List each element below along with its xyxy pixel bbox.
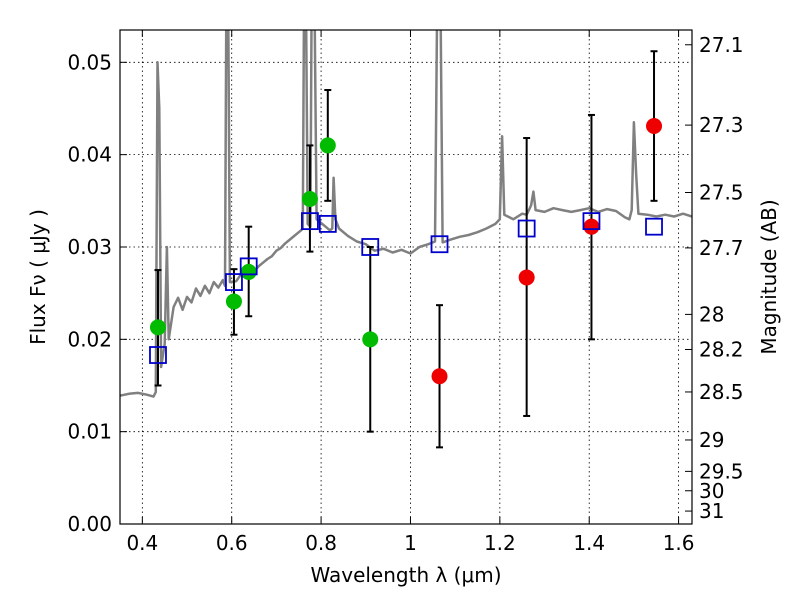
x-tick-label: 1.6 — [663, 531, 695, 555]
y2-tick-label: 27.1 — [699, 33, 744, 57]
axes: 0.4 0.6 0.8 1 1.2 1.4 1.6 0.00 0.01 0.02 0.03 0.04 0… — [67, 30, 744, 555]
plot-area — [120, 30, 692, 449]
model-square — [225, 273, 243, 291]
spectrum-line — [120, 30, 692, 398]
model-square — [301, 212, 319, 231]
green-data-point — [301, 190, 318, 207]
plot-frame — [119, 29, 693, 525]
model-square — [430, 235, 449, 254]
y-tick-label: 0.01 — [67, 420, 112, 444]
red-data-point — [518, 269, 535, 286]
model-square — [239, 257, 258, 276]
y-tick-label: 0.04 — [67, 143, 112, 167]
model-square — [318, 215, 337, 233]
y-axis-label: Flux Fν ( μJy ) — [26, 209, 50, 345]
y2-tick-label: 29.5 — [699, 459, 744, 483]
x-tick-label: 0.8 — [305, 531, 337, 555]
y2-tick-label: 31 — [699, 499, 724, 523]
green-data-point — [225, 293, 242, 310]
y2-tick-label: 28.5 — [699, 380, 744, 404]
model-square — [582, 212, 601, 231]
y2-tick-label: 28 — [699, 302, 724, 326]
x-tick-label: 1.2 — [484, 531, 516, 555]
grid — [120, 30, 692, 524]
y2-axis-label: Magnitude (AB) — [757, 199, 781, 354]
y2-tick-label: 27.3 — [699, 113, 744, 137]
red-data-point — [583, 218, 600, 235]
y2-tick-label: 27.7 — [699, 236, 744, 260]
green-data-point — [362, 331, 379, 348]
model-square — [149, 346, 167, 364]
y-tick-label: 0.03 — [67, 235, 112, 259]
model-square — [361, 238, 380, 256]
x-axis-label: Wavelength λ (μm) — [310, 563, 501, 587]
model-square — [645, 217, 663, 236]
y2-tick-label: 30 — [699, 479, 724, 503]
red-data-point — [431, 368, 448, 385]
y2-tick-label: 29 — [699, 428, 724, 452]
green-data-point — [240, 263, 257, 280]
red-data-point — [646, 118, 663, 135]
model-square — [517, 219, 536, 238]
green-data-point — [149, 319, 166, 336]
y-tick-label: 0.02 — [67, 327, 112, 351]
y-tick-label: 0.05 — [67, 50, 112, 74]
y2-tick-label: 27.5 — [699, 181, 744, 205]
y2-tick-label: 28.2 — [699, 337, 744, 361]
x-tick-label: 1.4 — [573, 531, 605, 555]
y-tick-label: 0.00 — [67, 512, 112, 536]
x-tick-label: 0.4 — [126, 531, 158, 555]
green-data-point — [319, 137, 336, 154]
x-tick-label: 1 — [404, 531, 417, 555]
x-tick-label: 0.6 — [216, 531, 248, 555]
